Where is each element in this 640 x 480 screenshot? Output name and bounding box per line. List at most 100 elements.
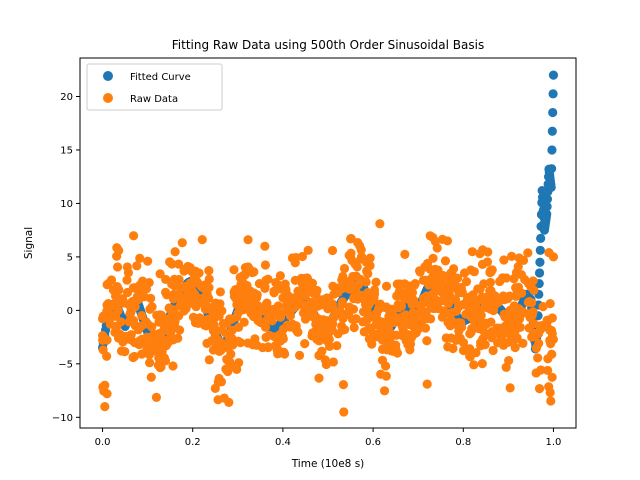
raw-data-point — [232, 312, 242, 322]
x-tick-label: 0.6 — [365, 437, 381, 448]
raw-data-point — [457, 288, 467, 298]
raw-data-point — [135, 253, 145, 263]
raw-data-point — [486, 267, 496, 277]
raw-data-point — [381, 281, 392, 291]
raw-data-point — [538, 302, 548, 312]
raw-data-point — [345, 251, 356, 262]
raw-data-point — [293, 286, 303, 296]
raw-data-point — [229, 287, 239, 297]
raw-data-point — [405, 316, 415, 326]
y-axis-ticks: −10 −5 0 5 10 15 20 — [52, 92, 80, 424]
raw-data-point — [245, 305, 255, 316]
raw-data-point — [159, 314, 169, 324]
y-tick-label: 10 — [60, 199, 73, 210]
raw-data-point — [173, 333, 183, 343]
raw-data-point — [333, 287, 343, 298]
raw-data-point — [467, 323, 477, 334]
raw-data-point — [143, 256, 153, 266]
raw-data-point — [122, 262, 132, 272]
raw-data-point — [538, 322, 548, 332]
raw-data-point — [485, 286, 495, 296]
raw-data-point — [356, 254, 366, 264]
raw-data-point — [397, 312, 407, 322]
raw-data-point — [225, 357, 235, 367]
raw-data-point — [278, 324, 288, 334]
raw-data-point — [472, 305, 482, 315]
raw-data-point — [278, 334, 288, 344]
raw-data-point — [130, 302, 140, 312]
fitted-point — [542, 202, 552, 212]
raw-data-point — [147, 322, 157, 332]
raw-data-point — [174, 325, 185, 335]
raw-data-point — [349, 322, 359, 333]
raw-data-point — [219, 393, 229, 403]
raw-data-point — [391, 340, 401, 350]
raw-data-point — [328, 357, 338, 367]
raw-data-point — [315, 349, 325, 360]
raw-data-point — [457, 300, 467, 310]
raw-data-point — [145, 358, 155, 368]
raw-data-point — [449, 283, 459, 293]
raw-data-point — [418, 275, 428, 285]
raw-data-point — [181, 304, 191, 314]
raw-data-point — [307, 312, 318, 322]
raw-data-point — [204, 266, 214, 276]
raw-data-point — [314, 373, 324, 383]
fitted-point — [542, 209, 552, 219]
raw-data-point — [471, 348, 481, 358]
raw-data-point — [98, 332, 109, 342]
raw-data-point — [377, 355, 388, 365]
raw-data-point — [102, 300, 112, 310]
raw-data-point — [476, 341, 486, 351]
raw-data-point — [116, 346, 127, 356]
raw-data-point — [253, 316, 263, 326]
raw-data-point — [287, 295, 297, 305]
raw-data-point — [260, 322, 271, 332]
raw-data-point — [473, 323, 484, 334]
raw-data-point — [344, 307, 354, 317]
raw-data-point — [238, 270, 249, 281]
raw-data-point — [340, 325, 350, 335]
raw-data-point — [482, 319, 492, 329]
raw-data-point — [149, 346, 159, 356]
raw-data-point — [201, 321, 211, 331]
raw-data-point — [210, 383, 220, 393]
raw-data-point — [469, 317, 480, 327]
raw-data-point — [102, 351, 112, 361]
raw-data-point — [374, 303, 384, 313]
raw-data-point — [353, 237, 363, 248]
raw-data-point — [215, 287, 225, 297]
raw-data-point — [512, 314, 522, 324]
raw-data-point — [278, 293, 288, 303]
raw-data-point — [473, 284, 483, 294]
raw-data-point — [533, 353, 543, 363]
raw-data-point — [442, 236, 453, 246]
raw-data-point — [534, 384, 545, 394]
fitted-point — [548, 89, 558, 99]
raw-data-point — [197, 235, 207, 245]
raw-data-point — [232, 364, 242, 374]
raw-data-point — [347, 280, 357, 290]
fitted-point — [535, 245, 545, 255]
raw-data-point — [512, 286, 522, 296]
raw-data-point — [338, 280, 348, 290]
raw-data-point — [534, 338, 544, 349]
raw-data-point — [217, 306, 227, 316]
raw-data-point — [398, 324, 408, 334]
raw-data-point — [216, 377, 227, 387]
raw-data-point — [118, 337, 128, 347]
raw-data-point — [217, 338, 227, 348]
raw-data-point — [510, 342, 520, 353]
raw-data-point — [156, 362, 166, 372]
raw-data-point — [327, 245, 338, 256]
raw-data-point — [314, 300, 325, 310]
raw-data-point — [104, 314, 114, 325]
raw-data-point — [393, 300, 403, 310]
y-tick-label: 0 — [67, 306, 73, 317]
raw-data-point — [269, 286, 279, 296]
raw-data-point — [315, 329, 325, 339]
fitted-point — [548, 70, 559, 80]
raw-data-point — [287, 304, 297, 314]
raw-data-point — [504, 356, 514, 366]
raw-data-point — [415, 267, 425, 277]
